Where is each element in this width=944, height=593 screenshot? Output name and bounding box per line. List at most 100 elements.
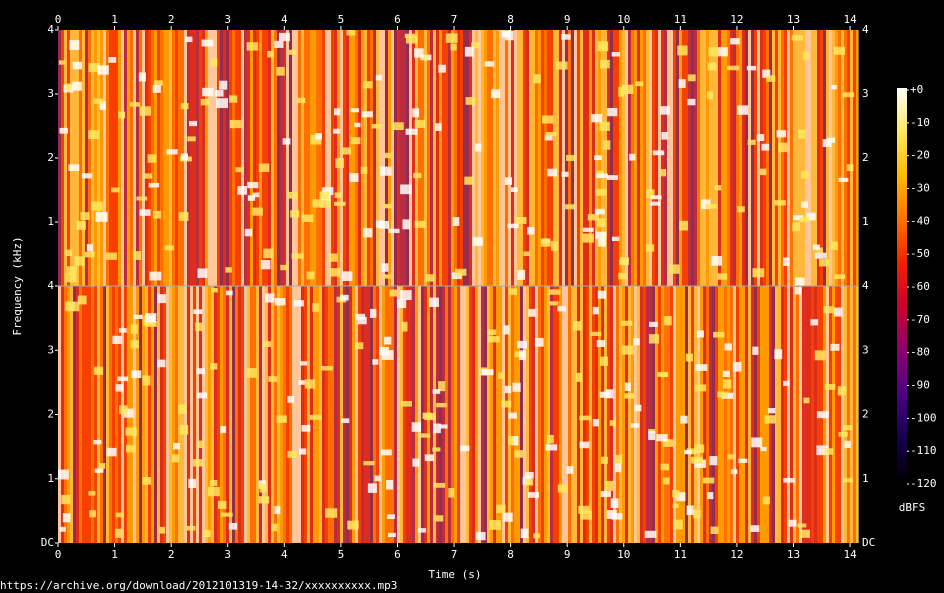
spectrogram-blob bbox=[528, 308, 536, 317]
spectrogram-blob bbox=[152, 84, 161, 93]
spectrogram-stripe bbox=[298, 286, 301, 543]
spectrogram-blob bbox=[268, 376, 278, 382]
spectrogram-stripe bbox=[700, 286, 703, 543]
x-tick-label: 14 bbox=[843, 13, 857, 26]
spectrogram-stripe bbox=[517, 286, 520, 543]
spectrogram-blob bbox=[611, 513, 623, 520]
spectrogram-stripe bbox=[352, 30, 355, 286]
spectrogram-blob bbox=[794, 286, 802, 295]
spectrogram-blob bbox=[166, 149, 178, 155]
spectrogram-blob bbox=[525, 478, 534, 486]
spectrogram-blob bbox=[383, 274, 391, 279]
spectrogram-blob bbox=[157, 359, 166, 368]
spectrogram-stripe bbox=[106, 30, 109, 286]
spectrogram-stripe bbox=[133, 286, 136, 543]
spectrogram-stripe bbox=[559, 286, 562, 543]
spectrogram-blob bbox=[635, 81, 644, 87]
spectrogram-blob bbox=[533, 533, 541, 539]
spectrogram-blob bbox=[517, 340, 528, 349]
spectrogram-stripe bbox=[499, 30, 502, 286]
spectrogram-stripe bbox=[586, 286, 589, 543]
spectrogram-stripe bbox=[583, 30, 586, 286]
spectrogram-stripe bbox=[604, 30, 607, 286]
y-tick-label: DC bbox=[862, 536, 875, 549]
spectrogram-blob bbox=[293, 300, 305, 307]
colorbar-tick-label: -100 bbox=[910, 411, 937, 424]
spectrogram-stripe bbox=[226, 30, 229, 286]
spectrogram-stripe bbox=[856, 30, 859, 286]
x-tick-label: 3 bbox=[224, 13, 231, 26]
spectrogram-blob bbox=[778, 142, 788, 153]
spectrogram-blob bbox=[609, 420, 616, 426]
spectrogram-stripe bbox=[376, 286, 379, 543]
spectrogram-blob bbox=[481, 369, 494, 376]
spectrogram-blob bbox=[346, 30, 356, 36]
spectrogram-stripe bbox=[556, 286, 559, 543]
spectrogram-stripe bbox=[721, 30, 724, 286]
spectrogram-stripe bbox=[304, 30, 307, 286]
spectrogram-stripe bbox=[808, 286, 811, 543]
spectrogram-stripe bbox=[118, 30, 121, 286]
spectrogram-stripe bbox=[724, 286, 727, 543]
spectrogram-blob bbox=[319, 191, 329, 200]
spectrogram-blob bbox=[476, 531, 486, 541]
x-tick-label: 2 bbox=[168, 548, 175, 561]
spectrogram-blob bbox=[504, 177, 513, 186]
spectrogram-blob bbox=[519, 350, 526, 361]
spectrogram-stripe bbox=[715, 30, 718, 286]
spectrogram-stripe bbox=[835, 30, 838, 286]
spectrogram-stripe bbox=[277, 30, 280, 286]
spectrogram-blob bbox=[380, 166, 392, 176]
spectrogram-blob bbox=[599, 121, 610, 131]
spectrogram-blob bbox=[566, 154, 577, 161]
spectrogram-blob bbox=[501, 400, 512, 408]
spectrogram-stripe bbox=[391, 30, 394, 286]
x-tick-label: 7 bbox=[451, 548, 458, 561]
spectrogram-stripe bbox=[667, 30, 670, 286]
spectrogram-stripe bbox=[598, 286, 601, 543]
spectrogram-stripe bbox=[667, 286, 670, 543]
spectrogram-blob bbox=[130, 340, 139, 349]
spectrogram-stripe bbox=[733, 30, 736, 286]
spectrogram-blob bbox=[610, 498, 619, 508]
spectrogram-stripe bbox=[526, 286, 529, 543]
spectrogram-stripe bbox=[637, 286, 640, 543]
spectrogram-stripe bbox=[58, 30, 61, 286]
spectrogram-blob bbox=[806, 212, 816, 221]
spectrogram-stripe bbox=[607, 30, 610, 286]
spectrogram-stripe bbox=[430, 30, 433, 286]
spectrogram-blob bbox=[830, 84, 837, 90]
spectrogram-stripe bbox=[322, 30, 325, 286]
spectrogram-blob bbox=[618, 87, 625, 97]
spectrogram-stripe bbox=[451, 30, 454, 286]
spectrogram-blob bbox=[487, 329, 497, 335]
spectrogram-blob bbox=[225, 267, 232, 273]
spectrogram-stripe bbox=[769, 30, 772, 286]
spectrogram-stripe bbox=[295, 286, 298, 543]
spectrogram-blob bbox=[321, 365, 333, 371]
spectrogram-stripe bbox=[532, 286, 535, 543]
spectrogram-blob bbox=[557, 484, 568, 493]
spectrogram-stripe bbox=[64, 286, 67, 543]
spectrogram-blob bbox=[475, 143, 482, 152]
spectrogram-stripe bbox=[829, 30, 832, 286]
spectrogram-blob bbox=[801, 201, 809, 208]
spectrogram-blob bbox=[722, 370, 730, 378]
spectrogram-stripe bbox=[70, 30, 73, 286]
spectrogram-stripe bbox=[565, 286, 568, 543]
spectrogram-blob bbox=[527, 227, 535, 235]
spectrogram-blob bbox=[799, 529, 810, 538]
spectrogram-blob bbox=[695, 384, 707, 392]
spectrogram-blob bbox=[335, 158, 344, 168]
spectrogram-blob bbox=[782, 257, 790, 267]
spectrogram-stripe bbox=[322, 286, 325, 543]
spectrogram-stripe bbox=[793, 286, 796, 543]
spectrogram-blob bbox=[498, 372, 505, 379]
spectrogram-stripe bbox=[325, 286, 328, 543]
spectrogram-blob bbox=[186, 525, 196, 531]
spectrogram-blob bbox=[363, 228, 373, 238]
spectrogram-stripe bbox=[847, 286, 850, 543]
spectrogram-stripe bbox=[205, 30, 208, 286]
spectrogram-stripe bbox=[202, 286, 205, 543]
